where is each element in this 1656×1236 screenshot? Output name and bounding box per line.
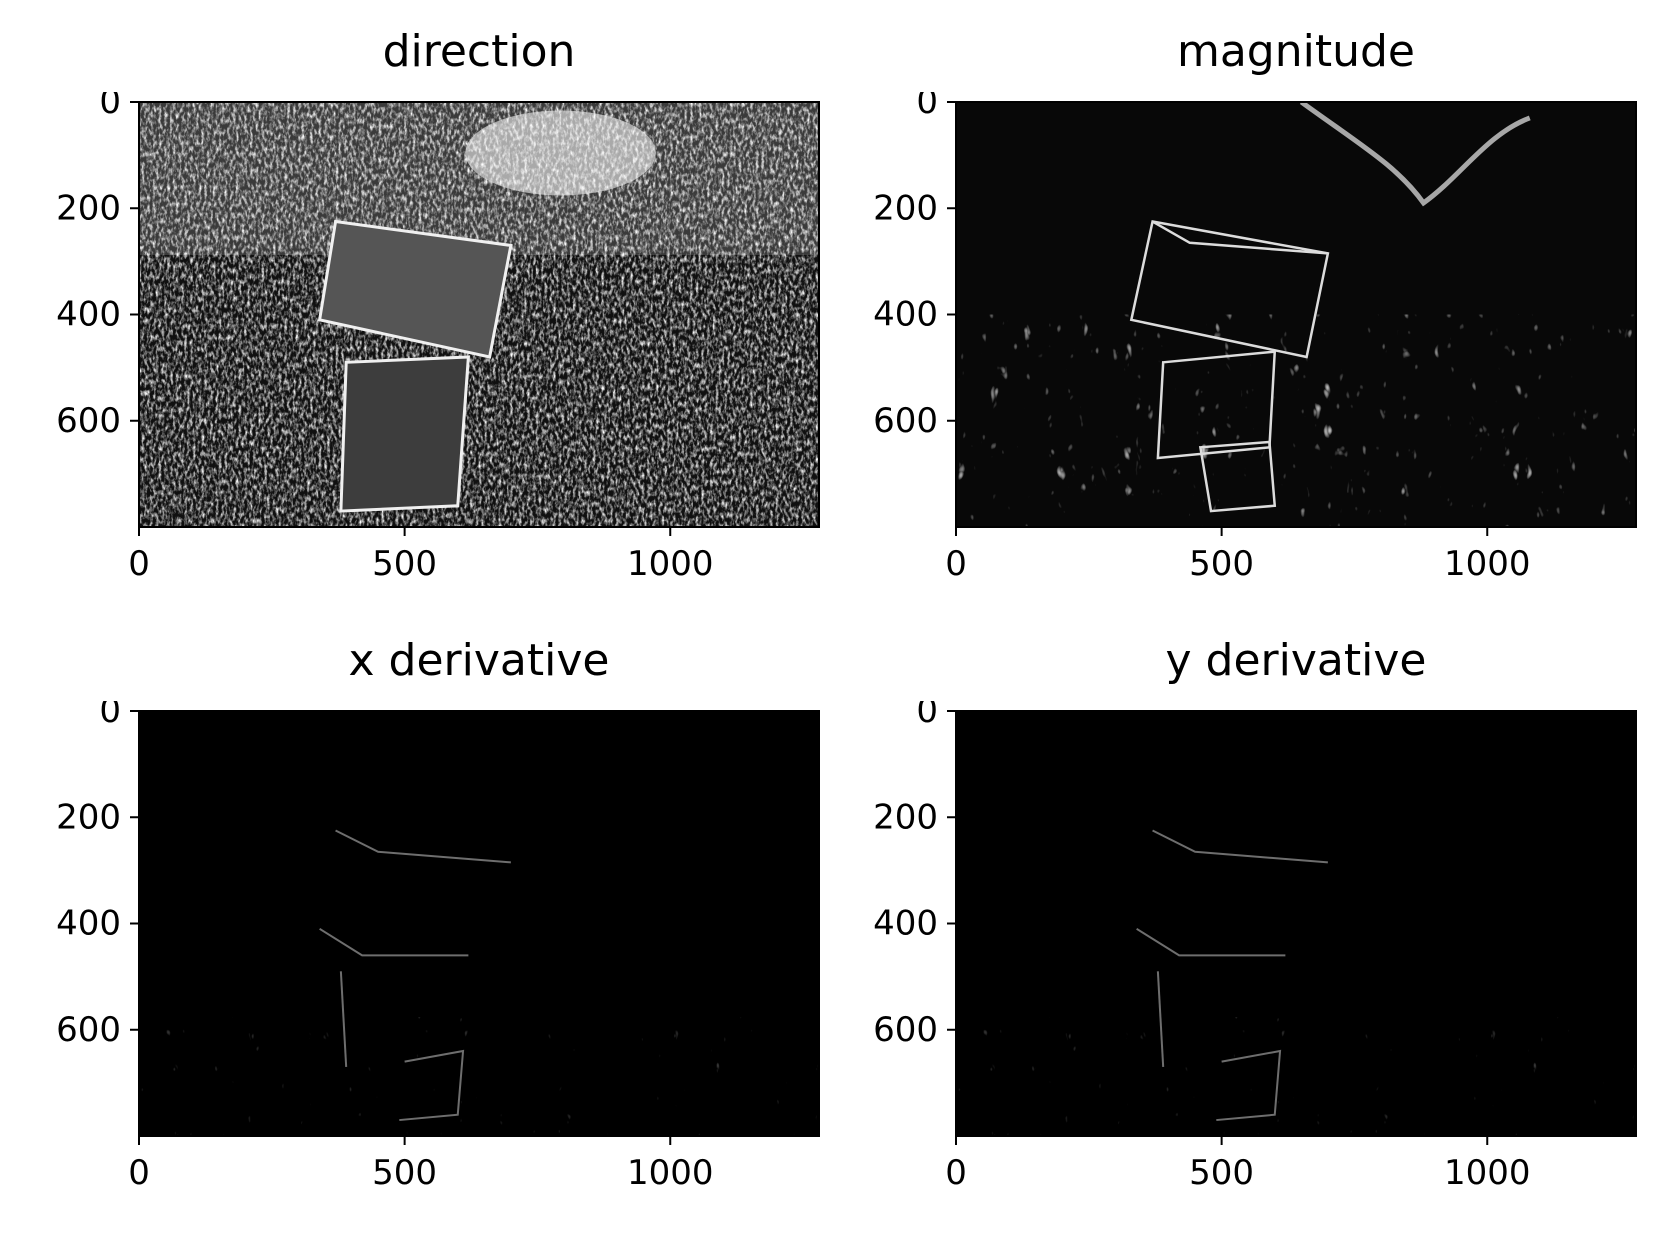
panel-title: y derivative <box>1165 635 1427 686</box>
y-tick-label: 200 <box>56 797 121 837</box>
y-tick-label: 400 <box>873 295 938 335</box>
y-tick-label: 0 <box>916 701 938 731</box>
y-tick-label: 600 <box>56 1010 121 1050</box>
y-tick-label: 200 <box>873 188 938 228</box>
y-tick-label: 200 <box>56 188 121 228</box>
image-content <box>956 711 1636 1136</box>
x-tick-label: 500 <box>372 1153 437 1193</box>
y-tick-label: 600 <box>873 1010 938 1050</box>
y-tick-label: 400 <box>873 904 938 944</box>
y-tick-label: 600 <box>56 401 121 441</box>
x-tick-label: 1000 <box>627 1153 714 1193</box>
y-tick-label: 400 <box>56 295 121 335</box>
y-tick-label: 0 <box>99 701 121 731</box>
image-content <box>956 102 1636 527</box>
x-tick-label: 0 <box>128 544 150 584</box>
image-axes: 0 200 400 600 0 500 1000 <box>56 92 820 584</box>
panel-title: magnitude <box>1176 26 1415 77</box>
panel-title: x derivative <box>348 635 610 686</box>
y-tick-label: 400 <box>56 904 121 944</box>
x-tick-label: 1000 <box>1444 1153 1531 1193</box>
x-tick-label: 500 <box>1189 1153 1254 1193</box>
image-axes: 0 200 400 600 0 500 1000 <box>56 701 820 1193</box>
image-content <box>139 102 819 527</box>
image-content <box>139 711 819 1136</box>
x-tick-label: 500 <box>1189 544 1254 584</box>
y-tick-label: 0 <box>99 92 121 122</box>
x-tick-label: 0 <box>128 1153 150 1193</box>
image-axes: 0 200 400 600 0 500 1000 <box>873 701 1637 1193</box>
x-tick-label: 500 <box>372 544 437 584</box>
image-axes: 0 200 400 600 0 500 1000 <box>873 92 1637 584</box>
x-tick-label: 0 <box>945 544 967 584</box>
y-tick-label: 0 <box>916 92 938 122</box>
panel-title: direction <box>382 26 576 77</box>
y-tick-label: 600 <box>873 401 938 441</box>
x-tick-label: 0 <box>945 1153 967 1193</box>
x-tick-label: 1000 <box>1444 544 1531 584</box>
y-tick-label: 200 <box>873 797 938 837</box>
x-tick-label: 1000 <box>627 544 714 584</box>
